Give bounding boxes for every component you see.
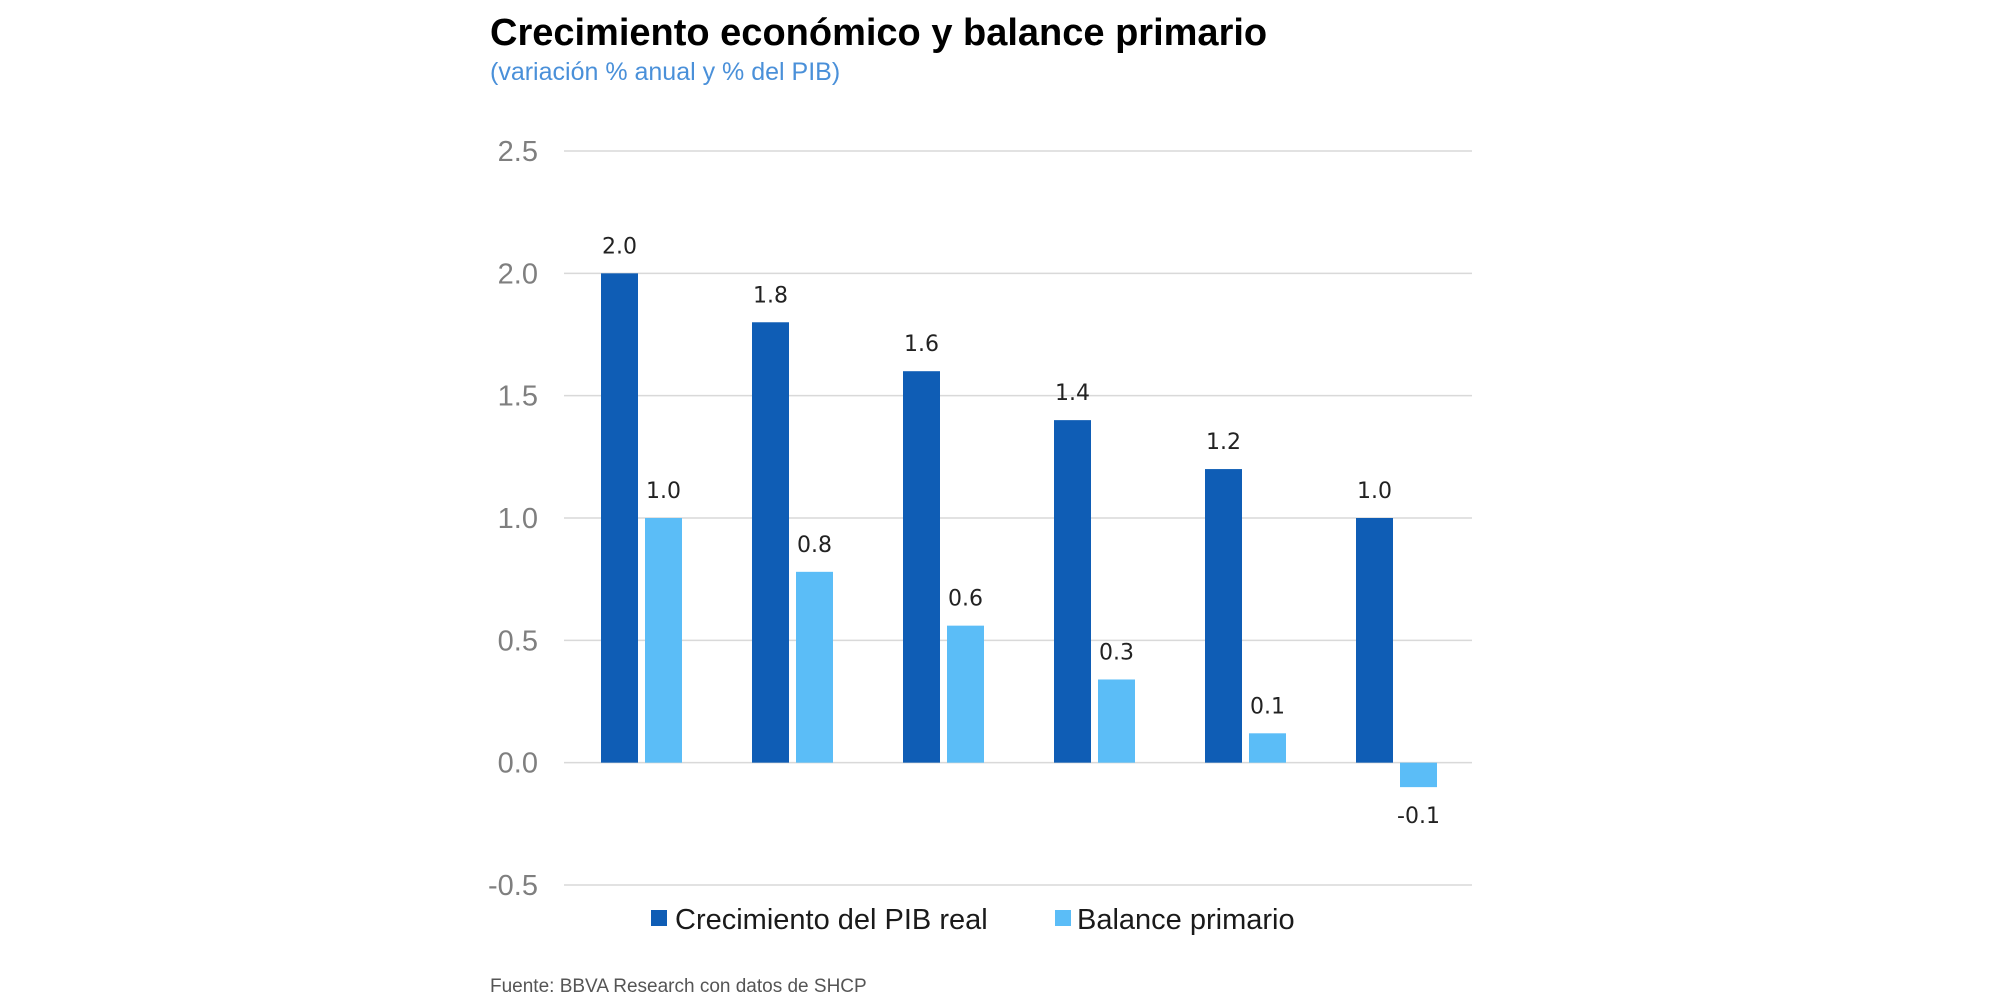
legend-label-pib: Crecimiento del PIB real: [675, 904, 988, 936]
data-label: 0.1: [1250, 694, 1285, 719]
y-tick-label: 1.0: [498, 503, 538, 535]
bar-pib: [1054, 420, 1091, 763]
data-label: 1.2: [1206, 430, 1241, 455]
data-label: 2.0: [602, 234, 637, 259]
bar-pib: [903, 371, 940, 763]
bar-balance: [1249, 733, 1286, 763]
y-tick-label: 0.0: [498, 748, 538, 780]
y-tick-label: 1.5: [498, 381, 538, 413]
data-label: 0.6: [948, 587, 983, 612]
y-tick-label: -0.5: [488, 870, 538, 902]
y-tick-label: 0.5: [498, 625, 538, 657]
y-tick-label: 2.5: [498, 136, 538, 168]
data-label: 1.6: [904, 332, 939, 357]
bar-balance: [947, 625, 984, 763]
bar-pib: [601, 273, 638, 763]
bar-balance: [645, 518, 682, 763]
data-label: 1.4: [1055, 381, 1090, 406]
data-label: 1.0: [1357, 479, 1392, 504]
chart-subtitle: (variación % anual y % del PIB): [490, 58, 841, 86]
legend-label-balance: Balance primario: [1077, 904, 1295, 936]
bar-balance: [1098, 679, 1135, 763]
chart-title: Crecimiento económico y balance primario: [490, 12, 1268, 54]
y-tick-label: 2.0: [498, 258, 538, 290]
legend-swatch-pib: [651, 910, 667, 926]
data-label: 1.8: [753, 283, 788, 308]
legend-swatch-balance: [1055, 910, 1071, 926]
bar-pib: [1356, 518, 1393, 763]
bar-pib: [1205, 469, 1242, 763]
data-label: -0.1: [1397, 804, 1440, 829]
data-label: 1.0: [646, 479, 681, 504]
bar-balance: [796, 571, 833, 763]
data-label: 0.8: [797, 533, 832, 558]
chart-source: Fuente: BBVA Research con datos de SHCP: [490, 976, 867, 997]
bar-pib: [752, 322, 789, 763]
data-label: 0.3: [1099, 640, 1134, 665]
bar-balance: [1400, 762, 1437, 788]
